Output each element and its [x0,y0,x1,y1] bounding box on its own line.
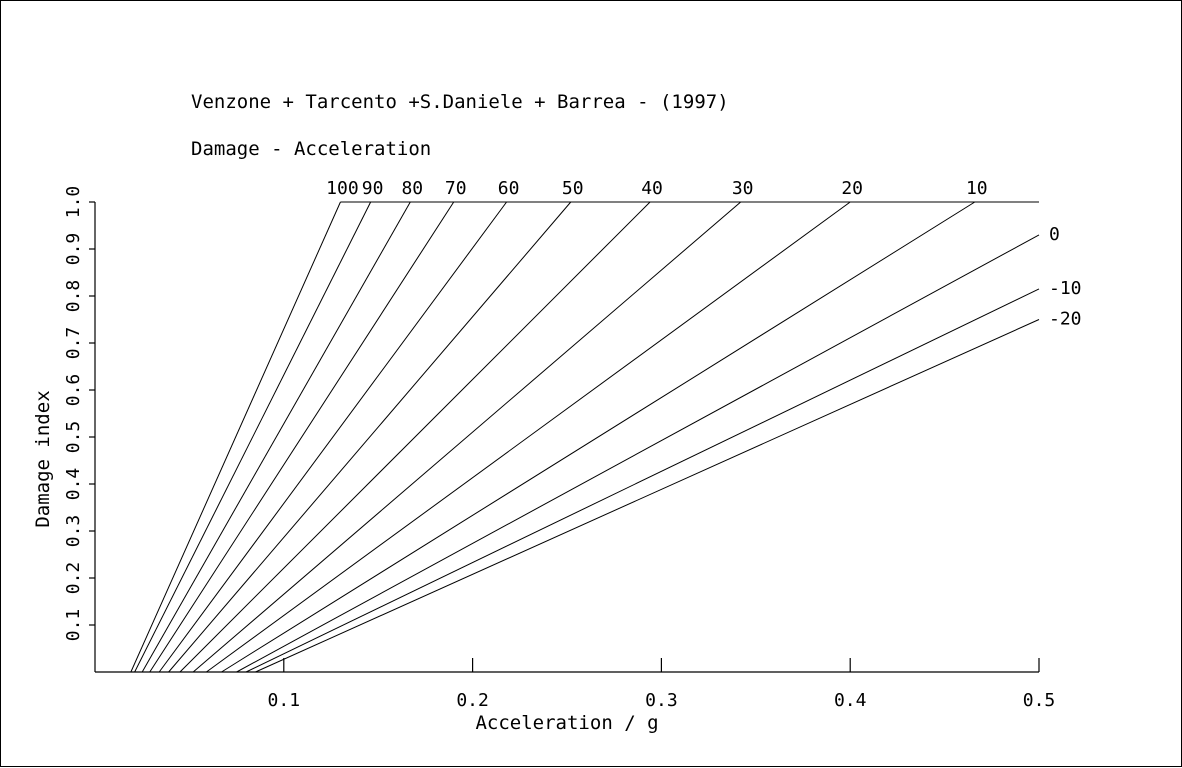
chart-subtitle: Damage - Acceleration [191,138,431,160]
series-line-0 [236,234,1040,673]
series-line-80 [141,201,411,673]
y-tick-label: 0.6 [63,374,84,407]
series-line-40 [179,201,651,673]
y-ticks: 0.1 0.2 0.3 0.4 0.5 0.6 0.7 0.8 0.9 1.0 [63,186,95,642]
y-axis-label: Damage index [32,390,54,527]
x-axis-label: Acceleration / g [475,712,658,734]
series-label-70: 70 [445,178,467,199]
series-label-100: 100 [326,178,359,199]
series-label-0: 0 [1049,224,1060,245]
series-label-10: 10 [966,178,988,199]
chart-title: Venzone + Tarcento +S.Daniele + Barrea -… [191,91,729,113]
series-label-60: 60 [498,178,520,199]
y-tick-label: 0.2 [63,562,84,595]
y-tick-label: 0.3 [63,515,84,548]
series-labels: 100 90 80 70 60 50 40 30 20 100-10-20 [326,178,1081,330]
series-line-50 [168,201,572,673]
series-lines [130,201,1040,673]
x-ticks: 0.1 0.2 0.3 0.4 0.5 [268,658,1056,711]
series-label-80: 80 [401,178,423,199]
y-tick-label: 0.7 [63,327,84,360]
y-tick-label: 1.0 [63,186,84,219]
y-tick-label: 0.1 [63,609,84,642]
y-tick-label: 0.4 [63,468,84,501]
y-tick-label: 0.8 [63,280,84,313]
series-line-100 [130,201,341,673]
series-label-20: 20 [841,178,863,199]
series-label--20: -20 [1049,309,1082,330]
y-tick-label: 0.5 [63,421,84,454]
series-line-70 [149,201,455,673]
x-tick-label: 0.3 [645,690,678,711]
y-tick-label: 0.9 [63,233,84,266]
series-label--10: -10 [1049,278,1082,299]
x-tick-label: 0.1 [268,690,301,711]
series-label-30: 30 [732,178,754,199]
series-line-90 [134,201,372,673]
x-tick-label: 0.5 [1023,690,1056,711]
series-line--20 [255,319,1040,673]
series-line-30 [192,201,742,673]
series-line-60 [158,201,507,673]
series-line-20 [206,201,851,673]
x-tick-label: 0.2 [456,690,489,711]
series-label-50: 50 [562,178,584,199]
series-label-40: 40 [641,178,663,199]
series-line--10 [245,288,1040,673]
series-line-10 [221,201,976,673]
x-tick-label: 0.4 [834,690,867,711]
series-label-90: 90 [362,178,384,199]
